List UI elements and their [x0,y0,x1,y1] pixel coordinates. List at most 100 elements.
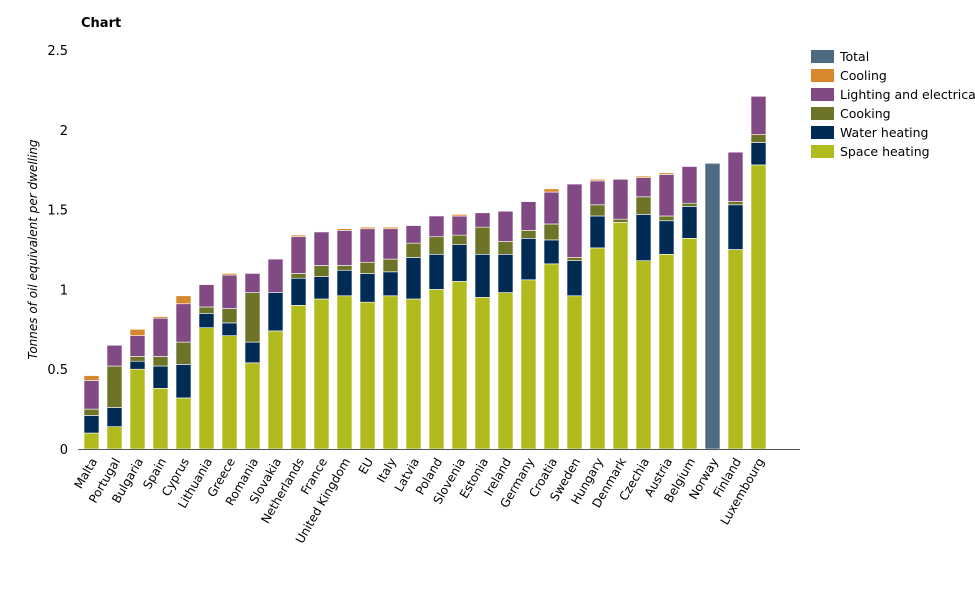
bar-segment [198,313,215,329]
bar-segment [589,180,606,206]
legend-item: Total [811,47,975,66]
bar-segment [290,305,307,450]
bar-segment [336,269,353,297]
legend-swatch [811,69,834,82]
legend-item: Space heating [811,142,975,161]
y-tick-label: 1 [60,283,68,298]
bar-segment [175,364,192,399]
bar-segment [106,407,123,427]
bar-segment [589,215,606,249]
bar-segment [520,279,537,450]
bar-segment [175,295,192,305]
bar-segment [451,214,468,217]
bar-segment [635,175,652,178]
bar-segment [750,164,767,450]
bar-segment [566,295,583,450]
legend-item: Lighting and electrical appliances [811,85,975,104]
bar-segment [313,265,330,277]
bar-segment [83,415,100,434]
bar-segment [313,298,330,450]
bar-segment [474,297,491,450]
bar-segment [405,298,422,450]
bar-segment [543,239,560,265]
bar-segment [83,380,100,410]
bar-segment [129,368,146,450]
legend-item: Cooling [811,66,975,85]
bar-segment [428,253,445,290]
legend-label: Total [840,49,870,64]
legend: Total Cooling Lighting and electrical appl… [811,47,975,161]
bar-segment [658,172,675,175]
bar-segment [221,322,238,336]
bar-segment [359,301,376,450]
bar-segment [244,273,261,293]
bar-segment [152,356,169,367]
bar-segment [267,330,284,450]
bar-segment [129,360,146,370]
bar-segment [129,328,146,336]
bar-segment [589,247,606,450]
bar-segment [152,317,169,357]
bar-segment [750,95,767,135]
legend-swatch [811,50,834,63]
bar-segment [474,226,491,255]
bar-segment [382,258,399,273]
legend-label: Space heating [840,144,930,159]
bar-segment [520,238,537,281]
bar-segment [106,365,123,408]
bar-segment [497,241,514,255]
bar-segment [83,408,100,416]
bar-segment [382,226,399,230]
bar-segment [727,151,744,202]
chart-title: Chart [81,16,122,31]
bar-segment [198,284,215,308]
bar-segment [428,236,445,255]
legend-swatch [811,126,834,139]
bar-segment [313,276,330,300]
bar-segment [382,271,399,297]
x-tick-label: EU [356,456,376,477]
bar-segment [221,273,238,276]
bar-segment [704,163,721,450]
bar-segment [405,242,422,258]
bar-segment [83,432,100,450]
legend-swatch [811,88,834,101]
bar-segment [497,210,514,242]
bar-segment [520,230,537,239]
bar-segment [451,234,468,246]
bar-segment [428,215,445,238]
bar-segment [681,206,698,239]
bar-segment [451,215,468,236]
bar-segment [474,212,491,228]
bar-segment [290,273,307,279]
bar-segment [175,341,192,365]
bar-segment [336,228,353,231]
y-tick-label: 0.5 [47,363,68,378]
legend-swatch [811,107,834,120]
bar-segment [727,201,744,206]
bar-segment [750,134,767,143]
bar-segment [589,204,606,217]
bar-segment [175,397,192,450]
bar-segment [635,177,652,198]
legend-swatch [811,145,834,158]
x-axis-labels: MaltaPortugalBulgariaSpainCyprusLithuani… [71,455,767,545]
y-axis: 0 0.5 1 1.5 2 2.5 [47,44,68,458]
bar-segment [658,215,675,222]
bar-segment [152,388,169,450]
y-tick-label: 2 [60,124,68,139]
bar-segment [290,236,307,274]
bar-segment [106,344,123,367]
legend-item: Cooking [811,104,975,123]
bar-segment [359,261,376,274]
y-tick-label: 1.5 [47,204,68,219]
legend-label: Water heating [840,125,929,140]
bars-group [83,95,767,450]
bar-segment [543,188,560,193]
bar-segment [221,274,238,309]
bar-segment [221,308,238,324]
bar-segment [520,201,537,231]
bar-segment [244,292,261,343]
bar-segment [543,191,560,225]
